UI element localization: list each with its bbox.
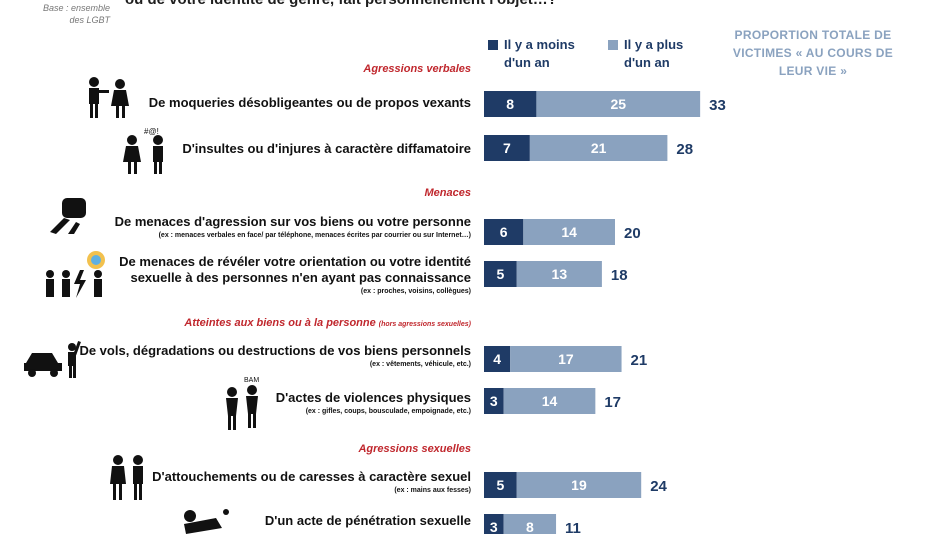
- bar-segment-recent-3: [484, 261, 517, 287]
- bar-value-label-recent-4: 4: [493, 351, 501, 367]
- physical-violence-icon: BAM: [226, 377, 259, 430]
- total-value-label-5: 17: [604, 394, 621, 411]
- row-label-1: D'insultes ou d'injures à caractère diff…: [182, 141, 471, 157]
- section-verbal: Agressions verbales: [363, 63, 471, 75]
- section-title: Atteintes aux biens ou à la personne: [184, 317, 376, 329]
- total-value-label-7: 11: [565, 520, 581, 534]
- bar-value-label-recent-6: 5: [496, 477, 504, 493]
- row-example: (ex : vêtements, véhicule, etc.): [369, 361, 471, 368]
- bar-segment-recent-6: [484, 472, 517, 498]
- section-sexual: Agressions sexuelles: [358, 443, 471, 455]
- bar-value-label-recent-0: 8: [506, 96, 514, 112]
- bar-segment-older-4: [510, 346, 622, 372]
- outing-threat-icon: [46, 251, 105, 298]
- bar-segment-older-7: [503, 514, 557, 534]
- row-label-text: De menaces de révéler votre orientation …: [119, 254, 471, 269]
- row-label-3: De menaces de révéler votre orientation …: [119, 254, 471, 297]
- row-label-6: D'attouchements ou de caresses à caractè…: [152, 469, 471, 496]
- total-value-label-6: 24: [650, 478, 667, 495]
- row-label-text: D'attouchements ou de caresses à caractè…: [152, 469, 471, 484]
- legend-item-older: Il y a plus d'un an: [608, 36, 710, 72]
- row-label-2: De menaces d'agression sur vos biens ou …: [115, 214, 471, 241]
- total-value-label-1: 28: [676, 141, 693, 158]
- bar-value-label-recent-2: 6: [500, 224, 508, 240]
- row-example: (ex : gifles, coups, bousculade, empoign…: [305, 408, 471, 415]
- row-label-text: D'un acte de pénétration sexuelle: [264, 513, 471, 528]
- bar-segment-older-5: [503, 388, 596, 414]
- bar-segment-recent-1: [484, 135, 530, 161]
- legend-label-older: Il y a plus d'un an: [624, 37, 684, 70]
- svg-text:BAM: BAM: [244, 377, 259, 384]
- section-threats: Menaces: [425, 187, 471, 199]
- section-note: (hors agressions sexuelles): [378, 321, 471, 328]
- legend-swatch-older: [608, 40, 618, 50]
- bar-value-label-older-7: 8: [526, 519, 534, 534]
- fist-threat-icon: [50, 198, 86, 234]
- row-example: (ex : proches, voisins, collègues): [360, 288, 471, 295]
- bar-segment-older-2: [523, 219, 615, 245]
- total-value-label-0: 33: [709, 97, 726, 114]
- sexual-touching-icon: [110, 455, 143, 500]
- row-label-text: D'actes de violences physiques: [275, 390, 471, 405]
- total-header: PROPORTION TOTALE DE VICTIMES « AU COURS…: [732, 28, 894, 78]
- total-value-label-2: 20: [624, 225, 641, 242]
- bar-value-label-older-6: 19: [571, 477, 587, 493]
- bar-segment-older-6: [516, 472, 642, 498]
- legend-swatch-recent: [488, 40, 498, 50]
- bar-value-label-recent-7: 3: [490, 519, 498, 534]
- bar-value-label-older-4: 17: [558, 351, 574, 367]
- bar-segment-recent-5: [484, 388, 504, 414]
- bar-value-label-recent-5: 3: [490, 393, 498, 409]
- row-example: (ex : menaces verbales en face/ par télé…: [158, 232, 471, 239]
- row-label-4: De vols, dégradations ou destructions de…: [79, 343, 471, 370]
- section-title: Agressions verbales: [363, 63, 471, 75]
- row-label-5: D'actes de violences physiques (ex : gif…: [276, 390, 471, 417]
- row-label-0: De moqueries désobligeantes ou de propos…: [149, 95, 471, 111]
- row-label-text: D'insultes ou d'injures à caractère diff…: [182, 141, 471, 156]
- bar-segment-older-3: [516, 261, 602, 287]
- legend-item-recent: Il y a moins d'un an: [488, 36, 590, 72]
- bar-value-label-older-1: 21: [591, 140, 607, 156]
- bar-segment-recent-0: [484, 91, 537, 117]
- bar-segment-recent-7: [484, 514, 504, 534]
- bar-value-label-older-0: 25: [610, 96, 626, 112]
- mocking-people-icon: [89, 77, 129, 118]
- bar-segment-older-1: [529, 135, 668, 161]
- row-label-7: D'un acte de pénétration sexuelle: [265, 513, 471, 529]
- bar-segment-older-0: [536, 91, 701, 117]
- bar-value-label-older-2: 14: [561, 224, 577, 240]
- row-label-text-2: sexuelle à des personnes n'en ayant pas …: [130, 270, 471, 285]
- total-value-label-4: 21: [631, 352, 648, 369]
- total-value-label-3: 18: [611, 267, 628, 284]
- bar-value-label-recent-1: 7: [503, 140, 511, 156]
- row-label-text: De moqueries désobligeantes ou de propos…: [148, 95, 471, 110]
- section-property: Atteintes aux biens ou à la personne (ho…: [184, 317, 471, 329]
- row-example: (ex : mains aux fesses): [394, 487, 471, 494]
- row-label-text: De menaces d'agression sur vos biens ou …: [114, 214, 471, 229]
- question-text: ou de votre identité de genre, fait pers…: [125, 0, 557, 8]
- section-title: Menaces: [424, 187, 471, 199]
- legend-label-recent: Il y a moins d'un an: [504, 37, 575, 70]
- bar-segment-recent-4: [484, 346, 511, 372]
- bar-segment-recent-2: [484, 219, 524, 245]
- base-note: Base : ensemble des LGBT: [42, 3, 110, 25]
- sexual-assault-icon: [184, 509, 229, 534]
- section-title: Agressions sexuelles: [358, 443, 471, 455]
- car-vandalism-icon: [24, 341, 81, 378]
- bar-value-label-recent-3: 5: [496, 266, 504, 282]
- row-label-text: De vols, dégradations ou destructions de…: [79, 343, 471, 358]
- bar-value-label-older-5: 14: [542, 393, 558, 409]
- bar-value-label-older-3: 13: [552, 266, 568, 282]
- insult-people-icon: #@!: [123, 127, 163, 174]
- svg-text:#@!: #@!: [144, 127, 159, 136]
